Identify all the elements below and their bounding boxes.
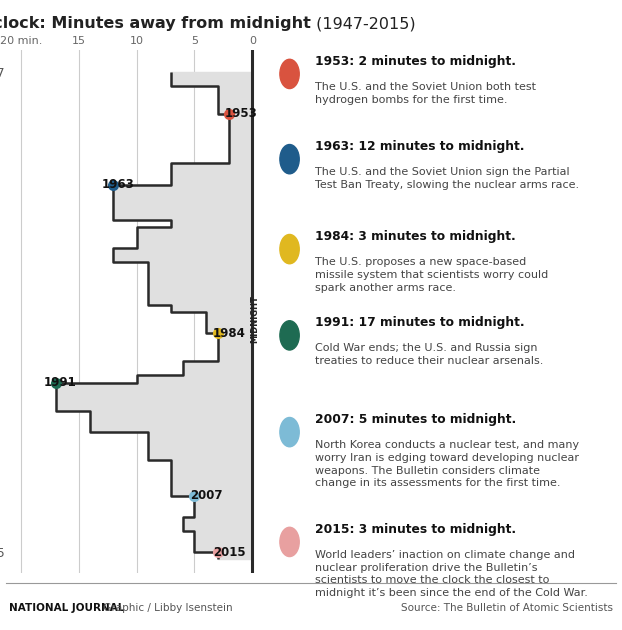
- Text: 1963: 12 minutes to midnight.: 1963: 12 minutes to midnight.: [315, 140, 525, 153]
- Text: North Korea conducts a nuclear test, and many
worry Iran is edging toward develo: North Korea conducts a nuclear test, and…: [315, 440, 580, 488]
- Text: Cold War ends; the U.S. and Russia sign
treaties to reduce their nuclear arsenal: Cold War ends; the U.S. and Russia sign …: [315, 343, 544, 366]
- Text: MIDNIGHT: MIDNIGHT: [250, 295, 259, 343]
- Circle shape: [280, 527, 299, 556]
- Text: 1953: 2 minutes to midnight.: 1953: 2 minutes to midnight.: [315, 55, 516, 67]
- Text: 1963: 1963: [102, 178, 134, 191]
- Text: 2015: 3 minutes to midnight.: 2015: 3 minutes to midnight.: [315, 523, 517, 536]
- Text: 1991: 1991: [44, 376, 77, 389]
- Text: World leaders’ inaction on climate change and
nuclear proliferation drive the Bu: World leaders’ inaction on climate chang…: [315, 550, 588, 598]
- Text: The U.S. proposes a new space-based
missile system that scientists worry could
s: The U.S. proposes a new space-based miss…: [315, 257, 549, 292]
- Circle shape: [280, 321, 299, 350]
- Text: NATIONAL JOURNAL: NATIONAL JOURNAL: [9, 602, 124, 612]
- Circle shape: [280, 418, 299, 447]
- Text: Graphic / Libby Isenstein: Graphic / Libby Isenstein: [100, 602, 232, 612]
- Text: Doomsday clock: Minutes away from midnight: Doomsday clock: Minutes away from midnig…: [0, 16, 311, 31]
- Text: 2007: 2007: [190, 489, 222, 502]
- Circle shape: [280, 234, 299, 264]
- Text: 1991: 17 minutes to midnight.: 1991: 17 minutes to midnight.: [315, 316, 525, 329]
- Text: The U.S. and the Soviet Union sign the Partial
Test Ban Treaty, slowing the nucl: The U.S. and the Soviet Union sign the P…: [315, 167, 580, 190]
- Text: 2007: 5 minutes to midnight.: 2007: 5 minutes to midnight.: [315, 413, 517, 426]
- Circle shape: [280, 144, 299, 174]
- Text: 1984: 3 minutes to midnight.: 1984: 3 minutes to midnight.: [315, 230, 516, 243]
- Polygon shape: [55, 72, 253, 559]
- Text: The U.S. and the Soviet Union both test
hydrogen bombs for the first time.: The U.S. and the Soviet Union both test …: [315, 82, 536, 105]
- Text: 1984: 1984: [213, 326, 246, 340]
- Text: (1947-2015): (1947-2015): [311, 16, 415, 31]
- Text: 2015: 2015: [213, 546, 246, 559]
- Text: 1953: 1953: [225, 108, 258, 120]
- Text: Source: The Bulletin of Atomic Scientists: Source: The Bulletin of Atomic Scientist…: [401, 602, 613, 612]
- Circle shape: [280, 59, 299, 89]
